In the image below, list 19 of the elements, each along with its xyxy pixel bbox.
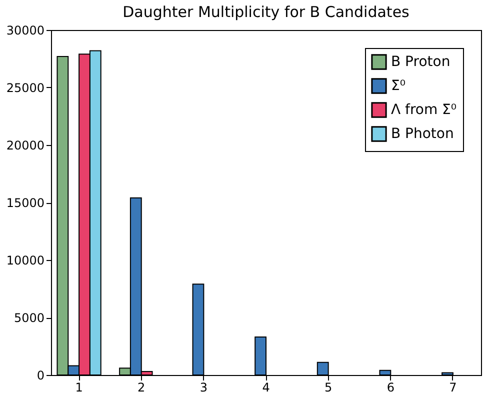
x-tick-label: 3 xyxy=(200,380,208,394)
y-tick-label: 15000 xyxy=(6,196,44,210)
y-tick-label: 5000 xyxy=(14,311,44,325)
x-tick-label: 1 xyxy=(75,380,83,394)
x-tick-label: 4 xyxy=(262,380,270,394)
legend-label: B Photon xyxy=(391,126,454,142)
x-tick-label: 6 xyxy=(386,380,394,394)
y-tick-label: 0 xyxy=(36,368,44,382)
x-tick-label: 5 xyxy=(324,380,332,394)
y-tick-label: 10000 xyxy=(6,254,44,268)
legend-label: B Proton xyxy=(391,54,450,70)
y-tick-label: 20000 xyxy=(6,138,44,152)
y-tick-label: 30000 xyxy=(6,24,44,38)
x-tick-label: 2 xyxy=(138,380,146,394)
legend-label: Λ from Σ⁰ xyxy=(391,102,457,118)
y-tick-label: 25000 xyxy=(6,81,44,95)
legend-label: Σ⁰ xyxy=(391,78,406,94)
x-tick-label: 7 xyxy=(449,380,457,394)
chart-title: Daughter Multiplicity for B Candidates xyxy=(122,3,410,21)
